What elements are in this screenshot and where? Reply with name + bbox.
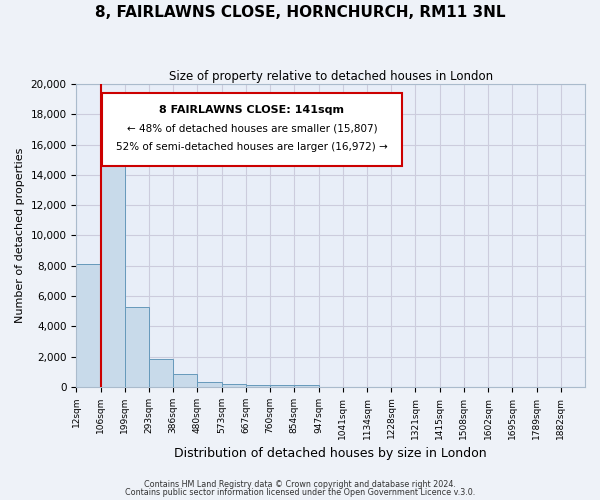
Title: Size of property relative to detached houses in London: Size of property relative to detached ho…: [169, 70, 493, 83]
Y-axis label: Number of detached properties: Number of detached properties: [15, 148, 25, 323]
X-axis label: Distribution of detached houses by size in London: Distribution of detached houses by size …: [175, 447, 487, 460]
FancyBboxPatch shape: [102, 93, 402, 166]
Text: Contains public sector information licensed under the Open Government Licence v.: Contains public sector information licen…: [125, 488, 475, 497]
Bar: [76, 264, 101, 387]
Bar: [101, 136, 125, 387]
Bar: [295, 386, 319, 387]
Bar: [197, 382, 222, 387]
Text: 52% of semi-detached houses are larger (16,972) →: 52% of semi-detached houses are larger (…: [116, 142, 388, 152]
Text: Contains HM Land Registry data © Crown copyright and database right 2024.: Contains HM Land Registry data © Crown c…: [144, 480, 456, 489]
Bar: [125, 306, 149, 387]
Bar: [222, 384, 246, 387]
Text: 8 FAIRLAWNS CLOSE: 141sqm: 8 FAIRLAWNS CLOSE: 141sqm: [160, 106, 344, 116]
Bar: [246, 385, 270, 387]
Bar: [149, 360, 173, 387]
Bar: [270, 385, 295, 387]
Bar: [173, 374, 197, 387]
Text: 8, FAIRLAWNS CLOSE, HORNCHURCH, RM11 3NL: 8, FAIRLAWNS CLOSE, HORNCHURCH, RM11 3NL: [95, 5, 505, 20]
Text: ← 48% of detached houses are smaller (15,807): ← 48% of detached houses are smaller (15…: [127, 124, 377, 134]
